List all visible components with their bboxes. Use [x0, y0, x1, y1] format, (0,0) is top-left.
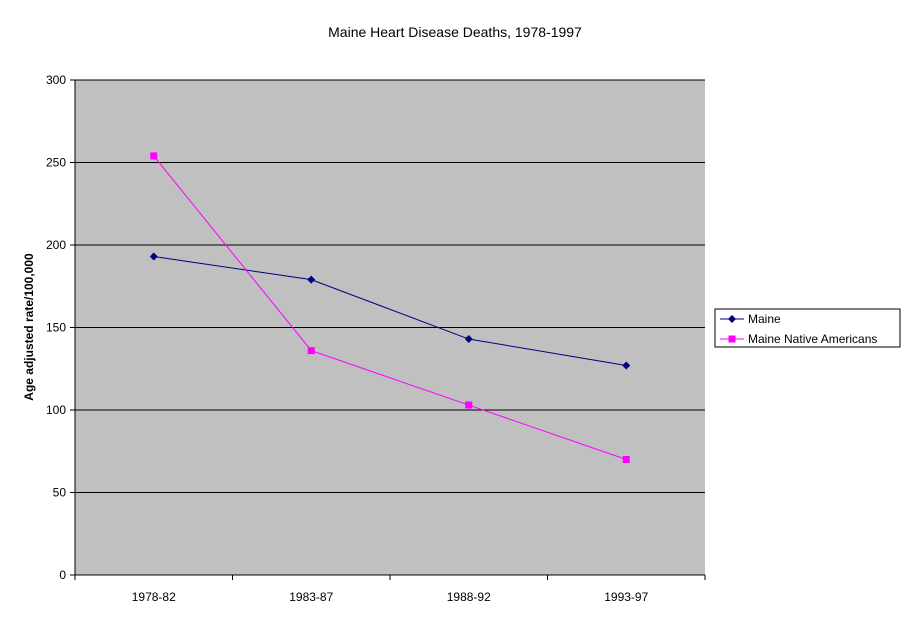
y-tick-label: 0: [59, 568, 66, 582]
data-point: [307, 347, 315, 355]
data-point: [465, 401, 473, 409]
legend-box: [714, 308, 901, 348]
y-tick-label: 100: [46, 403, 66, 417]
y-tick-label: 300: [46, 73, 66, 87]
series-group: [149, 152, 631, 463]
y-axis-label: Age adjusted rate/100,000: [22, 253, 36, 401]
legend-label: Maine Native Americans: [748, 332, 877, 346]
x-tick-label: 1993-97: [604, 590, 648, 604]
data-point: [149, 252, 158, 261]
series-2: [150, 152, 630, 463]
data-point: [150, 152, 158, 160]
legend-marker: [728, 315, 736, 323]
gridlines: [75, 79, 705, 493]
x-tick-label: 1988-92: [447, 590, 491, 604]
data-point: [622, 361, 631, 370]
legend: Maine Maine Native Americans: [714, 308, 901, 348]
data-point: [307, 275, 316, 284]
series-line: [153, 155, 627, 460]
x-axis-ticks: 1978-82 1983-87 1988-92 1993-97: [74, 575, 706, 604]
legend-marker: [728, 335, 736, 343]
legend-label: Maine: [748, 312, 781, 326]
x-tick-label: 1983-87: [289, 590, 333, 604]
chart-title: Maine Heart Disease Deaths, 1978-1997: [328, 24, 582, 40]
y-axis-ticks: 0 50 100 150 200 250 300: [46, 73, 75, 582]
y-tick-label: 150: [46, 321, 66, 335]
legend-item: Maine Native Americans: [720, 332, 877, 346]
x-tick-label: 1978-82: [132, 590, 176, 604]
series-1: [149, 252, 631, 370]
data-point: [622, 456, 630, 463]
data-point: [464, 335, 473, 344]
legend-item: Maine: [720, 312, 781, 326]
y-tick-label: 250: [46, 156, 66, 170]
series-line: [153, 256, 627, 366]
y-tick-label: 200: [46, 238, 66, 252]
y-tick-label: 50: [53, 486, 67, 500]
